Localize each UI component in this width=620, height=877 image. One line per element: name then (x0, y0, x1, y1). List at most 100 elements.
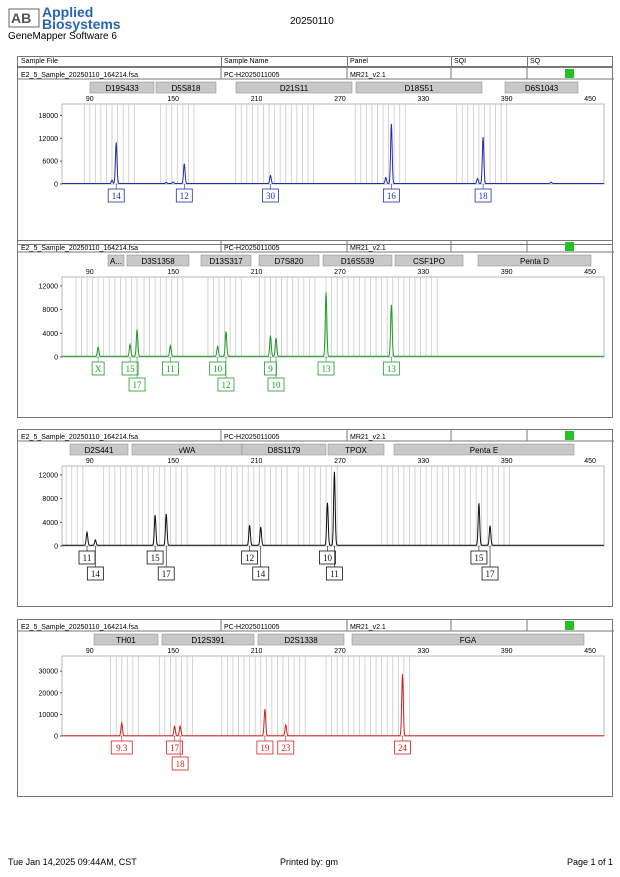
allele-call-box (317, 361, 335, 376)
allele-call-label: 12 (180, 191, 189, 201)
allele-call-box (319, 550, 336, 565)
y-tick-label: 8000 (42, 307, 58, 314)
allele-call-box (474, 188, 492, 203)
electropherogram-panel-green: E2_5_Sample_20250110_164214.fsa PC-H20250… (17, 240, 614, 418)
allele-call-label: 14 (256, 569, 266, 579)
panel-value: MR21_v2.1 (350, 72, 386, 79)
footer-date: Tue Jan 14,2025 09:44AM, CST (8, 857, 137, 867)
allele-call-label: 18 (479, 191, 489, 201)
run-date: 20250110 (290, 16, 334, 27)
allele-call-box (157, 566, 175, 581)
allele-call-box (217, 377, 235, 392)
allele-call-label: 11 (83, 553, 92, 563)
y-tick-label: 10000 (39, 712, 59, 719)
allele-call-box (171, 756, 189, 771)
allele-call-label: 17 (486, 569, 496, 579)
electropherogram-panel-black: E2_5_Sample_20250110_164214.fsa PC-H20250… (17, 429, 614, 607)
marker-box (393, 443, 575, 456)
sample-name-value: PC-H2025011005 (224, 245, 280, 252)
panel-value: MR21_v2.1 (350, 434, 386, 441)
marker-label: D3S1358 (141, 257, 175, 266)
marker-label: D5S818 (172, 84, 201, 93)
x-tick-label: 270 (334, 269, 346, 276)
marker-label: TPOX (345, 446, 367, 455)
x-tick-label: 330 (417, 458, 429, 465)
allele-call-label: 10 (213, 364, 223, 374)
col-panel: Panel (350, 58, 368, 65)
allele-call-label: 10 (323, 553, 333, 563)
x-tick-label: 150 (167, 96, 179, 103)
x-tick-label: 210 (251, 269, 263, 276)
y-tick-label: 30000 (39, 669, 59, 676)
sample-file-value: E2_5_Sample_20250110_164214.fsa (21, 245, 138, 252)
sq-status-indicator (565, 621, 574, 630)
marker-box (504, 81, 579, 94)
allele-call-label: 19 (260, 743, 270, 753)
x-tick-label: 390 (501, 458, 513, 465)
x-tick-label: 330 (417, 648, 429, 655)
marker-box (155, 81, 217, 94)
x-tick-label: 450 (584, 648, 596, 655)
allele-call-box (262, 188, 279, 203)
marker-box (351, 633, 585, 646)
marker-label: TH01 (116, 636, 136, 645)
allele-call-label: 9.3 (116, 743, 128, 753)
allele-call-box (382, 188, 400, 203)
marker-label: Penta D (520, 257, 549, 266)
allele-call-label: 16 (387, 191, 397, 201)
allele-call-box (277, 740, 295, 755)
x-tick-label: 150 (167, 269, 179, 276)
sq-status-indicator (565, 69, 574, 78)
col-sq: SQ (530, 58, 541, 65)
sample-name-value: PC-H2025011005 (224, 434, 280, 441)
marker-box (69, 443, 129, 456)
trace-line (62, 471, 604, 546)
allele-call-label: 24 (398, 743, 408, 753)
allele-call-label: 14 (112, 191, 122, 201)
footer-printed-by: Printed by: gm (280, 857, 339, 867)
allele-call-label: X (95, 364, 102, 374)
allele-call-label: 11 (330, 569, 339, 579)
marker-box (93, 633, 159, 646)
footer-page: Page 1 of 1 (567, 857, 614, 867)
sample-table-header: Sample File Sample Name Panel SQI SQ (17, 56, 613, 67)
allele-call-box (470, 550, 488, 565)
allele-call-box (264, 361, 277, 376)
x-tick-label: 270 (334, 648, 346, 655)
allele-call-box (394, 740, 411, 755)
marker-box (107, 254, 125, 267)
plot-area (61, 276, 605, 358)
marker-box (477, 254, 592, 267)
trace-line (62, 292, 604, 357)
x-tick-label: 330 (417, 269, 429, 276)
marker-label: D13S317 (209, 257, 243, 266)
sample-name-value: PC-H2025011005 (224, 72, 280, 79)
marker-box (161, 633, 255, 646)
allele-call-label: 13 (387, 364, 397, 374)
x-tick-label: 390 (501, 269, 513, 276)
marker-box (394, 254, 464, 267)
allele-call-box (382, 361, 400, 376)
y-tick-label: 4000 (42, 520, 58, 527)
allele-call-box (481, 566, 499, 581)
allele-call-label: 13 (322, 364, 332, 374)
allele-call-box (325, 566, 343, 581)
allele-call-label: 23 (281, 743, 291, 753)
marker-box (235, 81, 353, 94)
x-tick-label: 150 (167, 648, 179, 655)
allele-call-label: 17 (170, 743, 180, 753)
marker-label: CSF1PO (413, 257, 445, 266)
plot-area (61, 655, 605, 737)
marker-label: D7S820 (275, 257, 304, 266)
allele-call-label: 11 (166, 364, 175, 374)
allele-call-box (256, 740, 274, 755)
marker-label: D16S539 (341, 257, 375, 266)
marker-box (200, 254, 252, 267)
y-tick-label: 0 (54, 734, 58, 741)
sample-file-value: E2_5_Sample_20250110_164214.fsa (21, 624, 138, 631)
marker-box (327, 443, 385, 456)
marker-box (258, 254, 320, 267)
allele-call-label: 14 (91, 569, 101, 579)
x-tick-label: 210 (251, 648, 263, 655)
plot-area (61, 103, 605, 185)
